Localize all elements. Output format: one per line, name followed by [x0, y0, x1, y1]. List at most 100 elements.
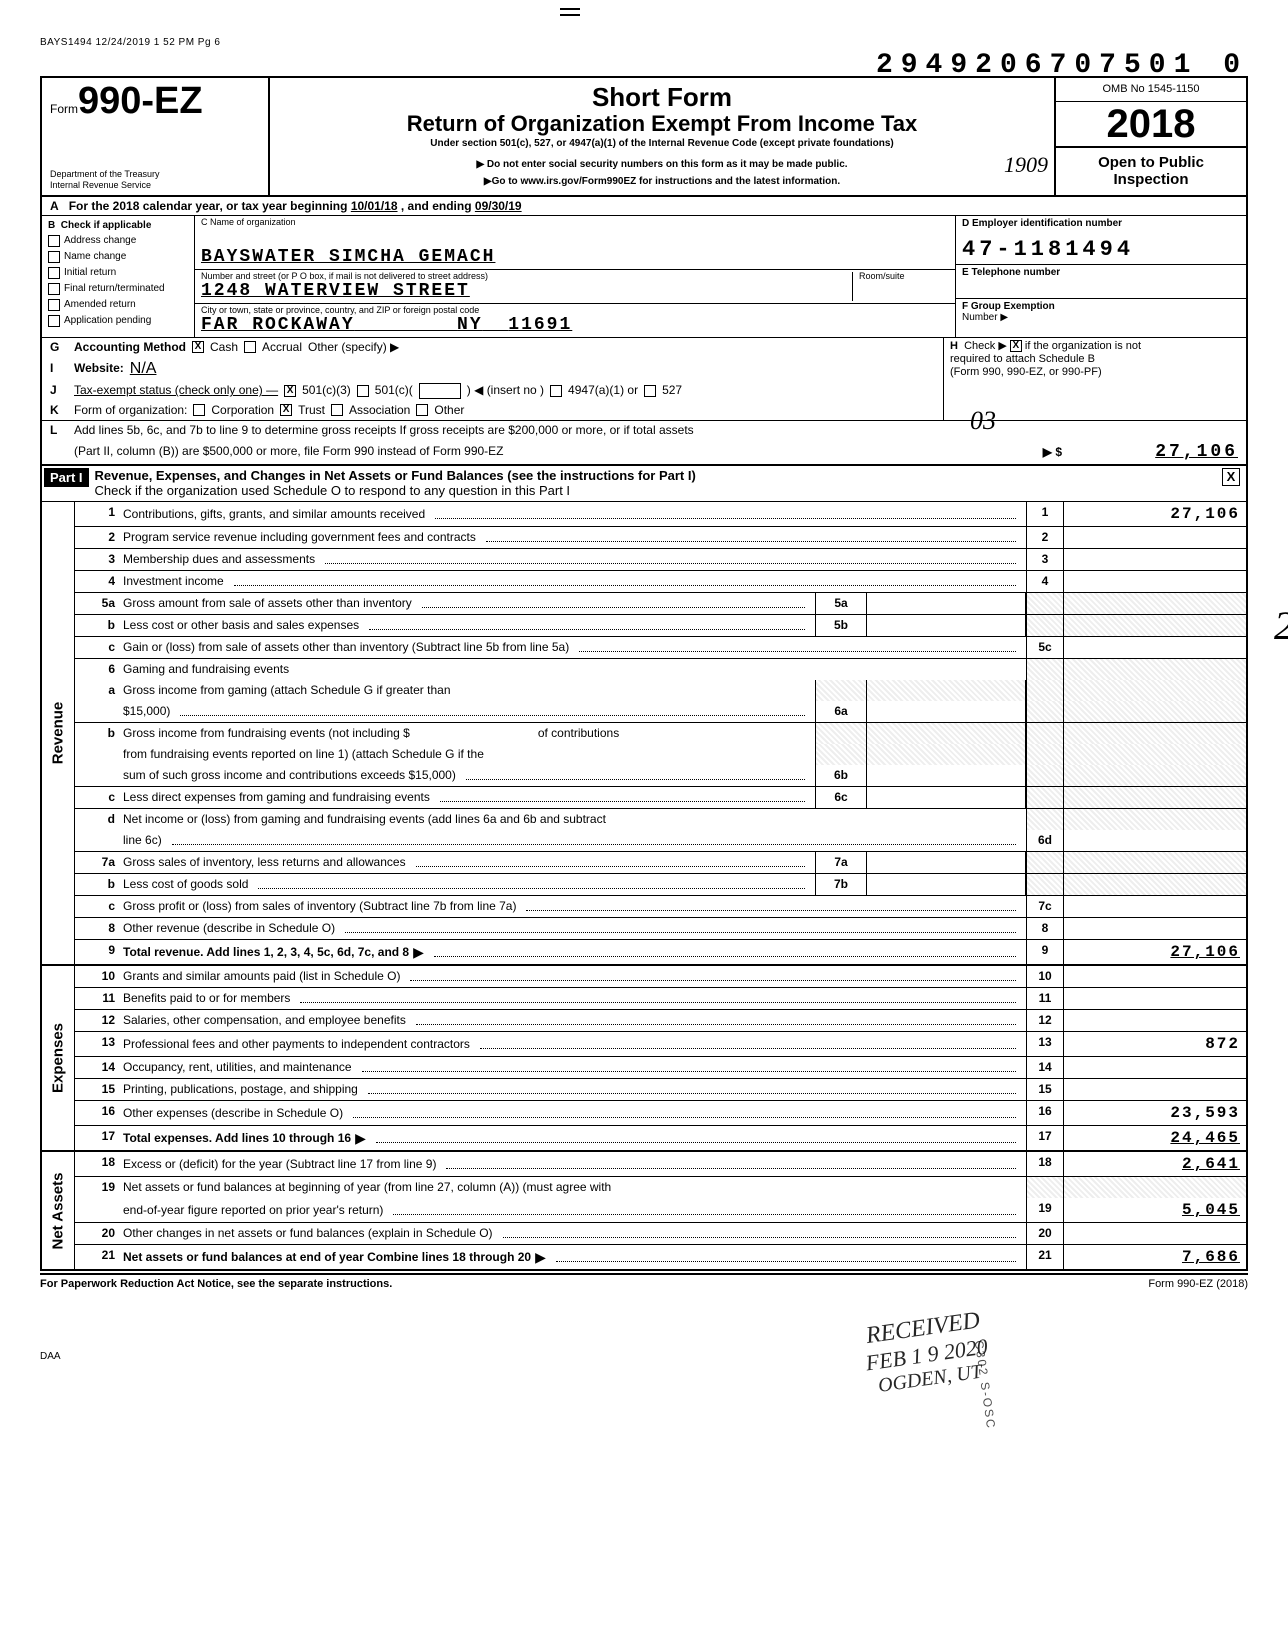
line-18-value: 2,641 — [1063, 1152, 1246, 1176]
line-5c-value — [1063, 637, 1246, 658]
line-G: G Accounting Method Cash Accrual Other (… — [42, 338, 943, 357]
line-20-value — [1063, 1223, 1246, 1244]
line-2-value — [1063, 527, 1246, 548]
chk-final-return[interactable] — [48, 283, 60, 295]
line-I: I Website: N/A — [42, 357, 943, 381]
tax-year: 2018 — [1056, 102, 1246, 148]
line-9-total-revenue: 27,106 — [1063, 940, 1246, 964]
line-4-value — [1063, 571, 1246, 592]
revenue-section: Revenue 1Contributions, gifts, grants, a… — [42, 501, 1246, 964]
paperwork-notice: For Paperwork Reduction Act Notice, see … — [40, 1278, 392, 1291]
page-footer: For Paperwork Reduction Act Notice, see … — [40, 1273, 1248, 1291]
ssn-warning: ▶ Do not enter social security numbers o… — [278, 158, 1046, 171]
room-label: Room/suite — [859, 272, 949, 281]
line-8-value — [1063, 918, 1246, 939]
expenses-label: Expenses — [42, 966, 75, 1150]
group-exemption-label: F Group Exemption — [962, 301, 1240, 312]
chk-initial-return[interactable] — [48, 267, 60, 279]
chk-application-pending[interactable] — [48, 315, 60, 327]
part-1-title: Revenue, Expenses, and Changes in Net As… — [95, 468, 1216, 499]
line-12-value — [1063, 1010, 1246, 1031]
line-16-value: 23,593 — [1063, 1101, 1246, 1125]
street-label: Number and street (or P O box, if mail i… — [201, 272, 852, 281]
phone-value — [962, 278, 1240, 296]
chk-527[interactable] — [644, 385, 656, 397]
chk-name-change[interactable] — [48, 251, 60, 263]
expenses-section: Expenses 10Grants and similar amounts pa… — [42, 964, 1246, 1150]
chk-amended-return[interactable] — [48, 299, 60, 311]
line-14-value — [1063, 1057, 1246, 1078]
line-L: L Add lines 5b, 6c, and 7b to line 9 to … — [42, 420, 1246, 440]
phone-label: E Telephone number — [962, 267, 1240, 278]
form-990ez: Form990-EZ Department of the Treasury In… — [40, 76, 1248, 1271]
net-assets-section: Net Assets 18Excess or (deficit) for the… — [42, 1150, 1246, 1269]
tax-year-begin: 10/01/18 — [351, 199, 398, 213]
website-value: N/A — [130, 359, 157, 379]
line-15-value — [1063, 1079, 1246, 1100]
line-13-value: 872 — [1063, 1032, 1246, 1056]
revenue-label: Revenue — [42, 502, 75, 964]
line-21-value: 7,686 — [1063, 1245, 1246, 1269]
line-17-total-expenses: 24,465 — [1063, 1126, 1246, 1150]
column-C: C Name of organization BAYSWATER SIMCHA … — [195, 216, 955, 337]
org-name: BAYSWATER SIMCHA GEMACH — [201, 247, 949, 267]
chk-schedule-b-not-required[interactable] — [1010, 340, 1022, 352]
city-state-zip: FAR ROCKAWAY NY 11691 — [201, 315, 949, 335]
form-right-cell: OMB No 1545-1150 2018 1909 Open to Publi… — [1054, 78, 1246, 195]
tax-year-end: 09/30/19 — [475, 199, 522, 213]
treasury-dept: Department of the Treasury Internal Reve… — [50, 169, 260, 191]
omb-number: OMB No 1545-1150 — [1056, 78, 1246, 102]
part-1-header: Part I Revenue, Expenses, and Changes in… — [42, 464, 1246, 501]
doc-header-note: BAYS1494 12/24/2019 1 52 PM Pg 6 — [40, 38, 1248, 48]
column-DEF: D Employer identification number 47-1181… — [955, 216, 1246, 337]
line-L-2: (Part II, column (B)) are $500,000 or mo… — [42, 440, 1246, 464]
line-19-value: 5,045 — [1063, 1198, 1246, 1222]
org-name-label: C Name of organization — [201, 218, 949, 227]
chk-accrual[interactable] — [244, 341, 256, 353]
501c-insert[interactable] — [419, 383, 461, 399]
chk-trust[interactable] — [280, 404, 292, 416]
line-10-value — [1063, 966, 1246, 987]
document-locator-number: 2949206707501 0 — [876, 52, 1248, 80]
group-exemption-number: Number ▶ — [962, 312, 1240, 323]
line-A: A For the 2018 calendar year, or tax yea… — [42, 197, 1246, 216]
daa-mark: DAA — [40, 1351, 1248, 1362]
net-assets-label: Net Assets — [42, 1152, 75, 1269]
chk-association[interactable] — [331, 404, 343, 416]
chk-4947a1[interactable] — [550, 385, 562, 397]
handwritten-1909: 1909 — [1004, 152, 1048, 178]
line-7c-value — [1063, 896, 1246, 917]
form-title-cell: Short Form Return of Organization Exempt… — [270, 78, 1054, 195]
handwritten-03: 03 — [970, 406, 996, 436]
page: BAYS1494 12/24/2019 1 52 PM Pg 6 2949206… — [0, 0, 1288, 1651]
city-label: City or town, state or province, country… — [201, 306, 949, 315]
line-11-value — [1063, 988, 1246, 1009]
chk-address-change[interactable] — [48, 235, 60, 247]
handwritten-2: 2 — [1274, 602, 1288, 649]
line-K: K Form of organization: Corporation Trus… — [42, 401, 943, 420]
part-1-label: Part I — [44, 468, 89, 487]
chk-other-org[interactable] — [416, 404, 428, 416]
column-B: B Check if applicable Address change Nam… — [42, 216, 195, 337]
line-1-value: 27,106 — [1063, 502, 1246, 526]
open-to-public: 1909 Open to Public Inspection — [1056, 148, 1246, 195]
chk-501c[interactable] — [357, 385, 369, 397]
title-return: Return of Organization Exempt From Incom… — [278, 112, 1046, 136]
chk-501c3[interactable] — [284, 385, 296, 397]
chk-cash[interactable] — [192, 341, 204, 353]
row-GH: G Accounting Method Cash Accrual Other (… — [42, 338, 1246, 420]
ein-value: 47-1181494 — [962, 237, 1240, 262]
title-short-form: Short Form — [278, 84, 1046, 110]
goto-url: ▶Go to www.irs.gov/Form990EZ for instruc… — [278, 175, 1046, 188]
line-3-value — [1063, 549, 1246, 570]
chk-schedule-o-used[interactable]: X — [1222, 468, 1240, 486]
line-J: J Tax-exempt status (check only one) — 5… — [42, 381, 943, 401]
form-number: Form990-EZ — [50, 82, 260, 120]
chk-corporation[interactable] — [193, 404, 205, 416]
gross-receipts: 27,106 — [1068, 442, 1238, 462]
subtitle: Under section 501(c), 527, or 4947(a)(1)… — [278, 138, 1046, 150]
line-6d-value — [1063, 830, 1246, 851]
form-id-footer: Form 990-EZ (2018) — [1148, 1278, 1248, 1291]
form-number-cell: Form990-EZ Department of the Treasury In… — [42, 78, 270, 195]
street-address: 1248 WATERVIEW STREET — [201, 281, 852, 301]
